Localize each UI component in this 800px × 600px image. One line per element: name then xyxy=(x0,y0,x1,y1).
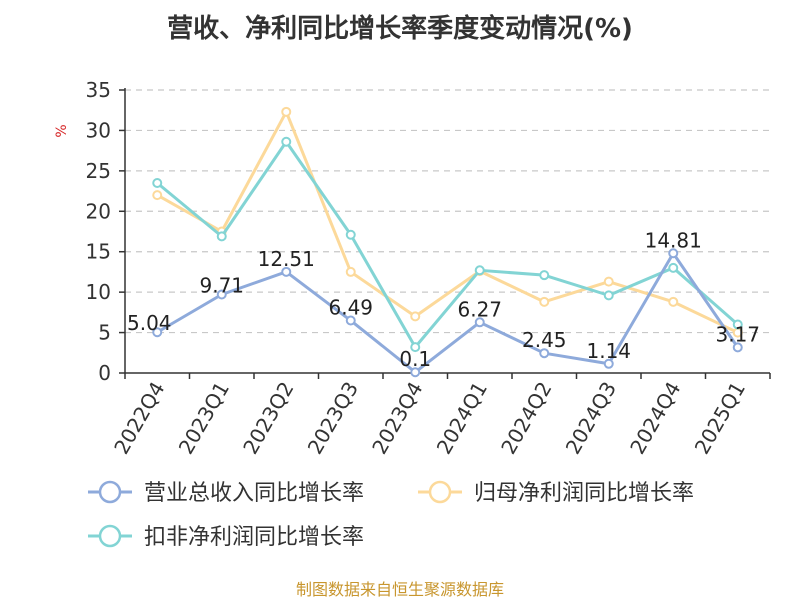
data-label: 9.71 xyxy=(199,273,244,297)
data-point xyxy=(152,190,163,201)
y-tick-label: 5 xyxy=(98,321,111,345)
x-tick-label: 2024Q2 xyxy=(496,378,556,459)
data-label: 6.49 xyxy=(328,296,373,320)
data-point xyxy=(345,266,356,277)
data-label: 1.14 xyxy=(586,339,631,363)
data-label: 14.81 xyxy=(645,228,702,252)
series-line xyxy=(156,110,739,334)
x-tick-label: 2023Q1 xyxy=(174,378,234,459)
data-point xyxy=(668,248,679,259)
data-point xyxy=(410,311,421,322)
y-axis-label: % xyxy=(54,124,70,137)
y-tick-label: 0 xyxy=(98,361,111,385)
data-label: 5.04 xyxy=(127,311,172,335)
data-label: 2.45 xyxy=(522,328,567,352)
x-tick-label: 2024Q3 xyxy=(561,378,621,459)
data-point xyxy=(539,270,550,281)
data-label: 3.17 xyxy=(715,322,760,346)
y-tick-label: 30 xyxy=(86,118,111,142)
legend-label: 营业总收入同比增长率 xyxy=(144,481,364,506)
data-point xyxy=(603,358,614,369)
data-point xyxy=(732,342,743,353)
data-point xyxy=(668,296,679,307)
data-label: 6.27 xyxy=(457,297,502,321)
chart-title: 营收、净利同比增长率季度变动情况(%) xyxy=(167,14,633,44)
x-tick-label: 2023Q4 xyxy=(367,378,427,459)
data-point xyxy=(216,231,227,242)
legend-marker xyxy=(98,480,122,504)
source-footer: 制图数据来自恒生聚源数据库 xyxy=(295,580,504,599)
data-point xyxy=(539,348,550,359)
data-point xyxy=(345,315,356,326)
legend-marker xyxy=(428,480,452,504)
data-point xyxy=(216,289,227,300)
x-tick-label: 2024Q1 xyxy=(432,378,492,459)
x-tick-label: 2025Q1 xyxy=(690,378,750,459)
data-point xyxy=(281,136,292,147)
y-tick-label: 10 xyxy=(86,280,111,304)
data-point xyxy=(539,296,550,307)
data-point xyxy=(474,265,485,276)
data-point xyxy=(152,327,163,338)
data-point xyxy=(410,367,421,378)
x-tick-label: 2022Q4 xyxy=(109,378,169,459)
data-point xyxy=(152,177,163,188)
data-point xyxy=(345,229,356,240)
data-label: 0.1 xyxy=(399,347,431,371)
data-point xyxy=(281,266,292,277)
y-tick-label: 15 xyxy=(86,240,111,264)
legend-marker xyxy=(98,524,122,548)
legend-label: 扣非净利润同比增长率 xyxy=(144,525,364,550)
data-point xyxy=(732,319,743,330)
data-point xyxy=(603,276,614,287)
series-line xyxy=(156,140,739,349)
data-point xyxy=(603,290,614,301)
legend-label: 归母净利润同比增长率 xyxy=(474,481,694,506)
data-point xyxy=(474,317,485,328)
series-line xyxy=(156,251,739,374)
y-tick-label: 35 xyxy=(86,78,111,102)
y-tick-label: 25 xyxy=(86,159,111,183)
x-tick-label: 2024Q4 xyxy=(625,378,685,459)
y-tick-label: 20 xyxy=(86,199,111,223)
x-tick-label: 2023Q2 xyxy=(238,378,298,459)
data-point xyxy=(668,262,679,273)
data-label: 12.51 xyxy=(258,247,315,271)
data-point xyxy=(281,106,292,117)
x-tick-label: 2023Q3 xyxy=(303,378,363,459)
data-point xyxy=(410,342,421,353)
